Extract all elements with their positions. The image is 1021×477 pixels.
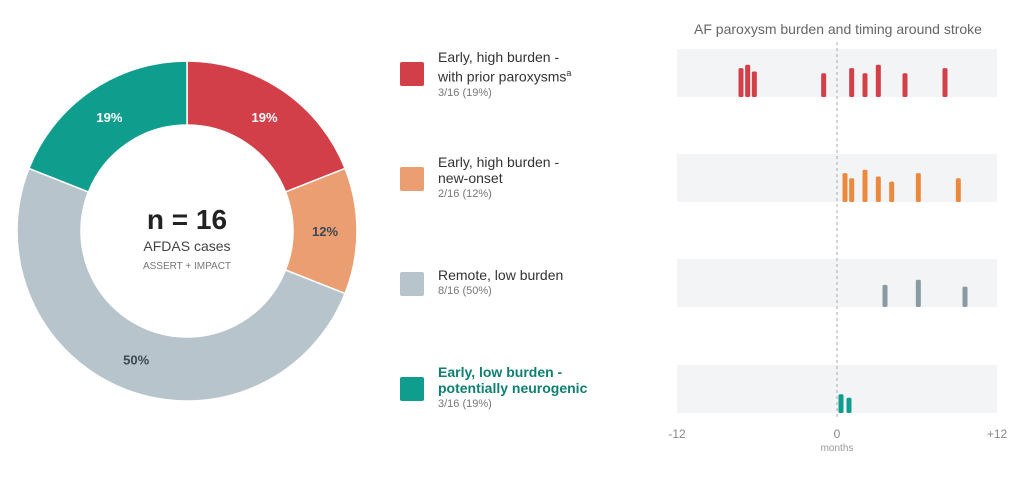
paroxysm-bar xyxy=(846,397,852,413)
legend-swatch xyxy=(400,377,424,401)
donut-slice xyxy=(186,60,347,193)
paroxysm-bar xyxy=(842,173,848,202)
legend-count: 3/16 (19%) xyxy=(438,86,492,99)
legend-line2: with prior paroxysms xyxy=(438,68,567,85)
legend-line2: new-onset xyxy=(438,170,503,186)
donut-slice-label: 19% xyxy=(96,110,122,125)
donut-slice-label: 50% xyxy=(123,352,149,367)
timeline-bars xyxy=(738,64,968,413)
legend-line1: Early, low burden - xyxy=(438,364,563,380)
paroxysm-bar xyxy=(955,178,961,202)
donut-slice-label: 12% xyxy=(312,224,338,239)
paroxysm-bar xyxy=(862,73,868,97)
donut-center-title: n = 16 xyxy=(147,204,227,235)
legend-line1: Remote, low burden xyxy=(438,267,564,283)
timeline-chart: AF paroxysm burden and timing around str… xyxy=(668,21,1008,454)
paroxysm-bar xyxy=(862,169,868,202)
paroxysm-bar xyxy=(962,286,968,307)
legend: Early, high burden - with prior paroxysm… xyxy=(400,0,640,477)
paroxysm-bar xyxy=(875,176,881,202)
paroxysm-bar xyxy=(751,71,757,97)
paroxysm-bar xyxy=(902,73,908,97)
paroxysm-bar xyxy=(745,64,751,97)
legend-count: 3/16 (19%) xyxy=(438,398,492,410)
paroxysm-bar xyxy=(915,279,921,307)
paroxysm-bar xyxy=(838,394,844,413)
donut-slice-label: 19% xyxy=(252,110,278,125)
legend-count: 2/16 (12%) xyxy=(438,188,492,200)
x-axis-label: months xyxy=(821,443,854,454)
legend-label: Early, high burden - new-onset 2/16 (12%… xyxy=(438,154,638,201)
paroxysm-bar xyxy=(821,73,827,97)
donut-slice xyxy=(16,167,347,402)
donut-slice xyxy=(27,60,188,193)
legend-line2: potentially neurogenic xyxy=(438,380,588,396)
paroxysm-bar xyxy=(942,68,948,97)
paroxysm-bar xyxy=(882,284,888,307)
paroxysm-bar xyxy=(889,181,895,202)
legend-swatch xyxy=(400,167,424,191)
x-tick-label: 0 xyxy=(834,427,841,441)
donut-chart: 19% 12% 50% 19% n = 16 AFDAS cases ASSERT +… xyxy=(16,60,358,402)
paroxysm-bar xyxy=(849,68,855,97)
timeline-title: AF paroxysm burden and timing around str… xyxy=(694,21,982,37)
x-tick-label: -12 xyxy=(668,427,686,441)
legend-label: Remote, low burden 8/16 (50%) xyxy=(438,267,638,298)
donut-center-subtitle: AFDAS cases xyxy=(143,238,230,254)
paroxysm-bar xyxy=(849,178,855,202)
legend-footnote-marker: a xyxy=(566,68,572,78)
legend-swatch xyxy=(400,272,424,296)
paroxysm-bar xyxy=(738,68,744,97)
paroxysm-bar xyxy=(875,64,881,97)
legend-line1: Early, high burden - xyxy=(438,154,560,170)
legend-label: Early, high burden - with prior paroxysm… xyxy=(438,49,638,100)
legend-label: Early, low burden - potentially neurogen… xyxy=(438,364,638,411)
legend-count: 8/16 (50%) xyxy=(438,285,492,297)
paroxysm-bar xyxy=(915,173,921,202)
x-tick-label: +12 xyxy=(987,427,1008,441)
legend-swatch xyxy=(400,62,424,86)
donut-center-note: ASSERT + IMPACT xyxy=(143,261,231,272)
legend-line1: Early, high burden - xyxy=(438,49,560,65)
donut-slices: 19% 12% 50% 19% xyxy=(16,60,358,402)
